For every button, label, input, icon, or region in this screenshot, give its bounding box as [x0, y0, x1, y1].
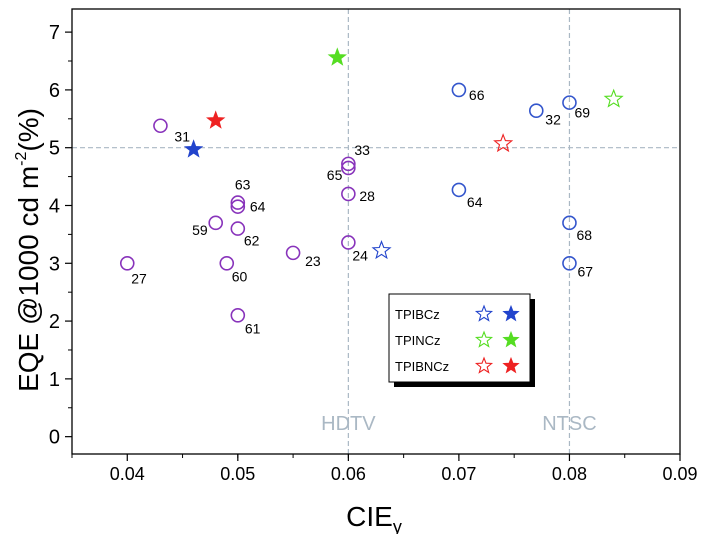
point-label-33: 33	[354, 142, 370, 158]
point-62	[230, 221, 246, 236]
reference-lines: HDTV NTSC	[72, 9, 680, 454]
x-tick-label: 0.05	[220, 464, 255, 484]
point-label-63: 63	[235, 177, 251, 193]
point-32	[528, 103, 544, 119]
point-68	[562, 215, 577, 231]
legend-label-tpibcz: TPIBCz	[395, 307, 440, 322]
point-66	[451, 82, 467, 98]
x-tick-label: 0.08	[552, 464, 587, 484]
point-64	[451, 182, 467, 198]
star-tpincz-filled	[327, 47, 347, 66]
point-label-64: 64	[467, 194, 483, 210]
point-31	[153, 118, 168, 134]
star-tpibncz-open	[493, 133, 514, 153]
point-33	[341, 156, 356, 172]
point-28	[341, 186, 356, 202]
y-tick-label: 3	[49, 253, 60, 275]
point-23	[285, 245, 301, 261]
point-label-67: 67	[577, 263, 593, 279]
legend-star-filled-tpibcz	[502, 304, 520, 322]
plot-frame	[71, 8, 681, 455]
y-tick-label: 4	[49, 195, 60, 217]
x-tick-label: 0.07	[441, 464, 476, 484]
point-label-31: 31	[174, 129, 190, 145]
point-64	[230, 199, 246, 214]
point-27	[119, 255, 135, 271]
legend-label-tpibncz: TPIBNCz	[395, 359, 449, 374]
y-tick-label: 6	[49, 80, 60, 102]
point-60	[219, 255, 235, 271]
x-tick-label: 0.06	[331, 464, 366, 484]
x-tick-label: 0.09	[662, 464, 697, 484]
y-tick-label: 7	[49, 22, 60, 44]
point-label-64: 64	[250, 199, 266, 215]
legend-star-filled-tpibncz	[502, 356, 520, 374]
point-label-32: 32	[545, 112, 561, 128]
reference-label-ntsc: NTSC	[542, 413, 596, 435]
star-tpibcz-filled	[183, 139, 204, 158]
point-67	[562, 255, 577, 271]
y-tick-label: 1	[49, 369, 60, 391]
legend-star-open-tpincz	[474, 330, 494, 348]
point-label-23: 23	[305, 253, 321, 269]
point-24	[341, 235, 356, 250]
point-61	[230, 307, 246, 323]
legend-star-open-tpibcz	[474, 304, 494, 322]
point-label-60: 60	[232, 268, 248, 284]
y-axis-label: EQE @1000 cd m-2(%)	[13, 108, 44, 392]
point-59	[208, 215, 224, 231]
y-tick-label: 0	[49, 427, 60, 449]
legend-label-tpincz: TPINCz	[395, 333, 441, 348]
point-label-61: 61	[245, 320, 261, 336]
star-tpibncz-filled	[206, 110, 226, 129]
legend-star-filled-tpincz	[502, 330, 520, 348]
y-tick-label: 2	[49, 311, 60, 333]
point-69	[562, 95, 577, 110]
point-label-24: 24	[352, 247, 368, 263]
x-axis-label: CIEy	[346, 501, 402, 534]
point-65	[341, 160, 356, 176]
point-label-68: 68	[576, 227, 592, 243]
point-63	[230, 195, 246, 210]
star-tpibcz-open	[371, 240, 392, 260]
point-label-69: 69	[574, 105, 590, 121]
legend: TPIBCz TPINCz TPIBNCz	[388, 293, 535, 387]
point-label-28: 28	[359, 188, 375, 204]
point-label-66: 66	[469, 87, 485, 103]
y-tick-label: 5	[49, 138, 60, 160]
reference-label-hdtv: HDTV	[321, 413, 376, 435]
star-tpincz-open	[603, 88, 624, 108]
point-label-65: 65	[327, 167, 343, 183]
data-points: 31 27 63 64 59 62 60 61 23 33 65 28 24 66 64 32 69 68 67	[119, 47, 624, 336]
point-label-27: 27	[131, 270, 147, 286]
x-tick-label: 0.04	[110, 464, 145, 484]
legend-star-open-tpibncz	[474, 356, 494, 374]
point-label-59: 59	[192, 222, 208, 238]
point-label-62: 62	[244, 233, 260, 249]
